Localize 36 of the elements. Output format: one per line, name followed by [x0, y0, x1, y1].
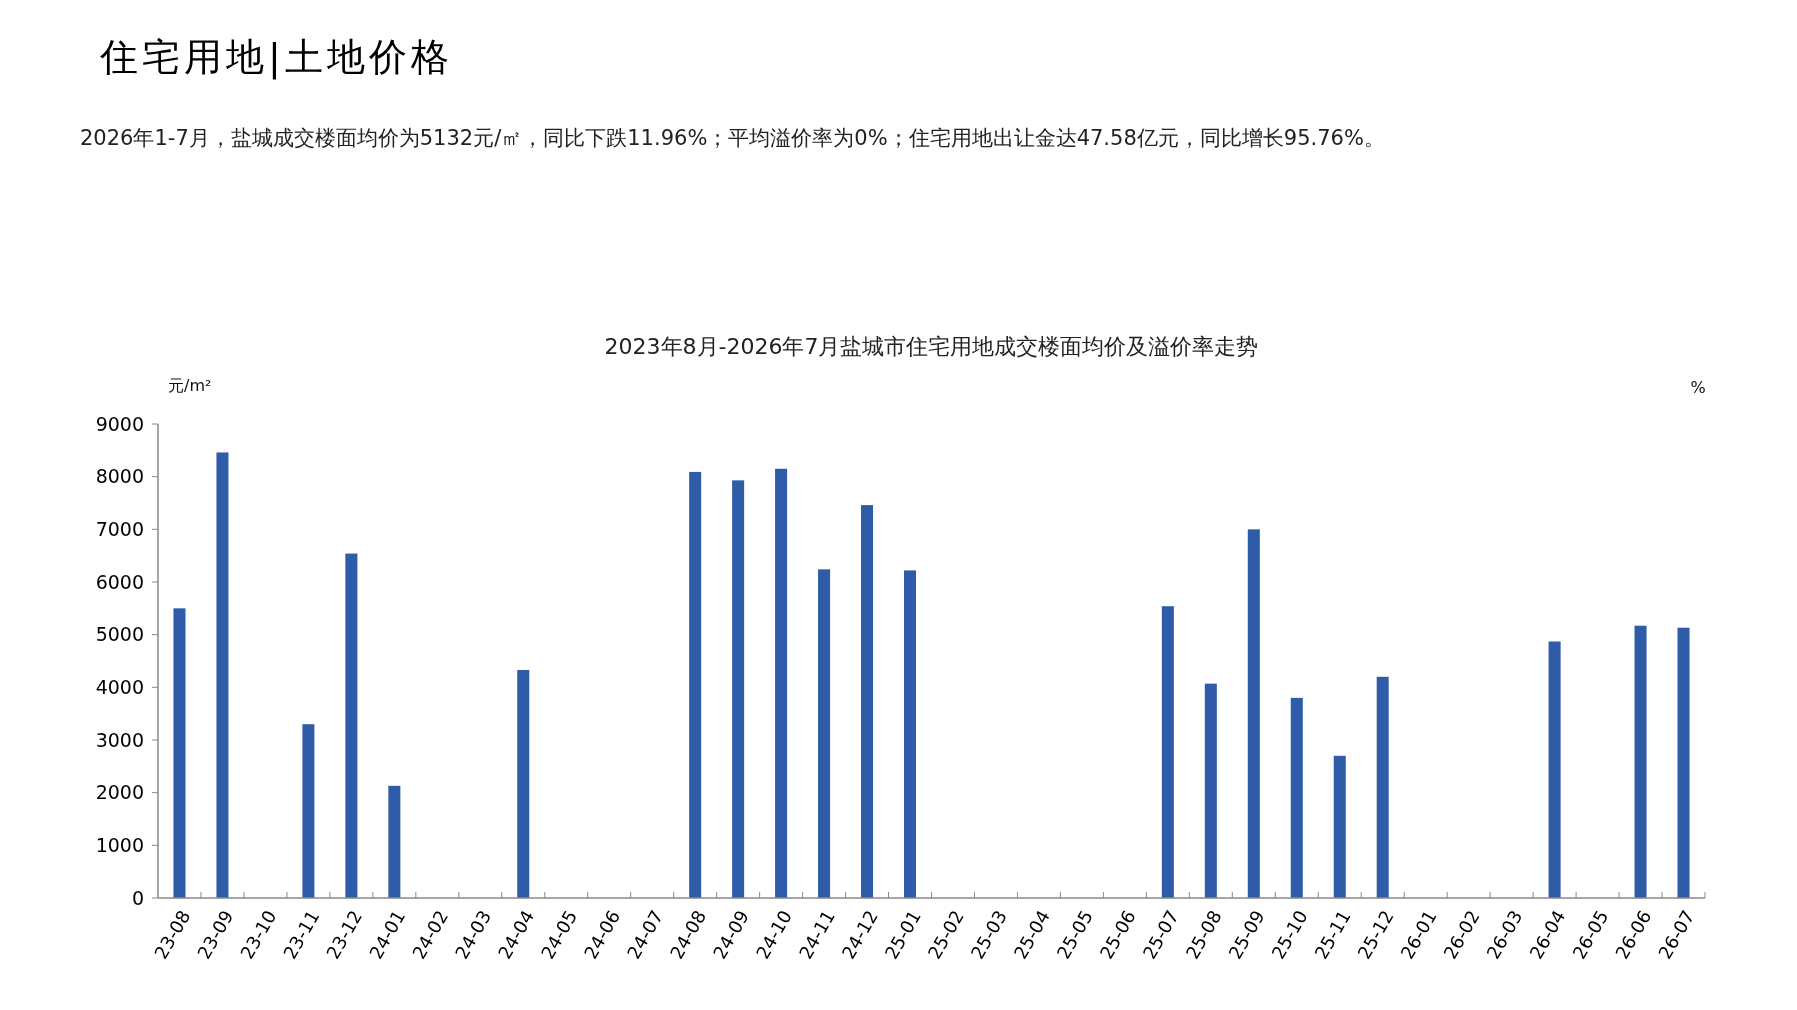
y-tick-label: 8000: [95, 465, 144, 488]
text: 2026年1-7月，盐城成交楼面均价为5132元/㎡，同比下跌11.96%；平均溢价率为0%；住宅用地出让金达47.58亿元，同比增长95.76%。: [80, 126, 1385, 150]
bar: [388, 785, 401, 898]
bar: [1290, 697, 1303, 898]
text: 住宅用地|土地价格: [99, 35, 453, 80]
y-tick-label: 2000: [95, 781, 144, 804]
bar: [1634, 625, 1647, 898]
chart-title: 2023年8月-2026年7月盐城市住宅用地成交楼面均价及溢价率走势: [604, 334, 1259, 359]
y-tick-label: 0: [131, 886, 144, 909]
y-tick-label: 6000: [95, 570, 144, 593]
y-tick-label: 9000: [95, 412, 144, 435]
bar: [173, 608, 186, 898]
bar: [775, 468, 788, 898]
bar: [818, 569, 831, 898]
y-tick-label: 7000: [95, 517, 144, 540]
bar: [1677, 627, 1690, 898]
bar: [302, 724, 315, 898]
bar: [216, 452, 229, 898]
y2-axis-title: %: [1690, 378, 1706, 397]
bar: [732, 480, 745, 898]
bar: [1333, 755, 1346, 898]
y-tick-label: 4000: [95, 675, 144, 698]
bar: [1204, 683, 1217, 898]
bar: [1376, 676, 1389, 898]
bar: [861, 505, 874, 898]
bar: [345, 553, 358, 898]
y-tick-label: 5000: [95, 623, 144, 646]
bar: [689, 471, 702, 898]
y-axis-title: 元/m²: [168, 376, 212, 395]
bar: [904, 570, 917, 898]
bar: [1161, 606, 1174, 898]
bar: [1247, 529, 1260, 898]
bar: [1548, 641, 1561, 898]
y-tick-label: 1000: [95, 833, 144, 856]
y-tick-label: 3000: [95, 728, 144, 751]
bar: [517, 669, 530, 898]
